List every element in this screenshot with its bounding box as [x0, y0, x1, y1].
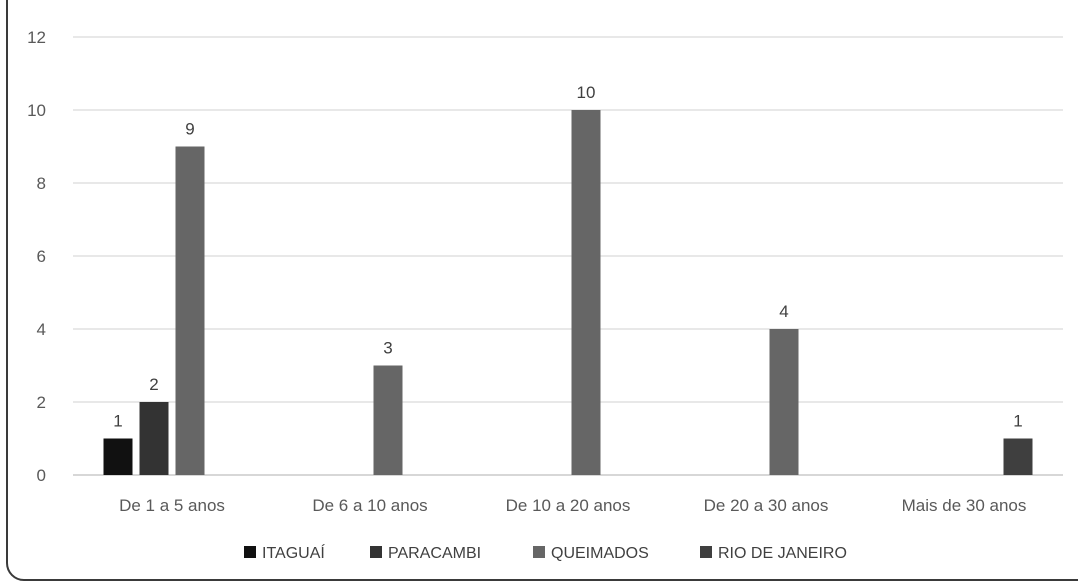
x-tick-label: De 6 a 10 anos — [312, 496, 427, 515]
y-tick-label: 8 — [37, 174, 46, 193]
gridlines — [73, 36, 1063, 476]
data-label: 3 — [383, 339, 392, 358]
legend-swatch — [700, 546, 712, 558]
x-tick-label: Mais de 30 anos — [902, 496, 1027, 515]
legend: ITAGUAÍ PARACAMBI QUEIMADOS RIO DE JANEIRO — [244, 543, 847, 562]
data-labels: 1 2 9 3 10 4 1 — [113, 83, 1022, 431]
data-label: 9 — [185, 120, 194, 139]
legend-label: QUEIMADOS — [551, 545, 649, 562]
data-label: 1 — [113, 412, 122, 431]
bar — [175, 146, 205, 475]
bar — [571, 110, 601, 475]
bar — [1003, 438, 1033, 475]
legend-swatch — [370, 546, 382, 558]
y-tick-label: 4 — [37, 320, 46, 339]
legend-label: ITAGUAÍ — [262, 543, 325, 562]
bars — [103, 110, 1033, 475]
data-label: 10 — [577, 83, 596, 102]
y-axis-ticks: 0 2 4 6 8 10 12 — [27, 28, 46, 485]
bar — [373, 365, 403, 475]
legend-swatch — [533, 546, 545, 558]
legend-swatch — [244, 546, 256, 558]
legend-label: RIO DE JANEIRO — [718, 545, 847, 562]
x-tick-label: De 1 a 5 anos — [119, 496, 225, 515]
x-axis-ticks: De 1 a 5 anos De 6 a 10 anos De 10 a 20 an… — [119, 496, 1026, 515]
x-tick-label: De 10 a 20 anos — [506, 496, 631, 515]
y-tick-label: 0 — [37, 466, 46, 485]
data-label: 1 — [1013, 412, 1022, 431]
data-label: 4 — [779, 302, 788, 321]
y-tick-label: 6 — [37, 247, 46, 266]
bar — [139, 402, 169, 475]
chart-border — [6, 0, 1078, 581]
bar — [769, 329, 799, 475]
y-tick-label: 2 — [37, 393, 46, 412]
bar — [103, 438, 133, 475]
y-tick-label: 10 — [27, 101, 46, 120]
legend-label: PARACAMBI — [388, 545, 481, 562]
y-tick-label: 12 — [27, 28, 46, 47]
x-tick-label: De 20 a 30 anos — [704, 496, 829, 515]
data-label: 2 — [149, 375, 158, 394]
